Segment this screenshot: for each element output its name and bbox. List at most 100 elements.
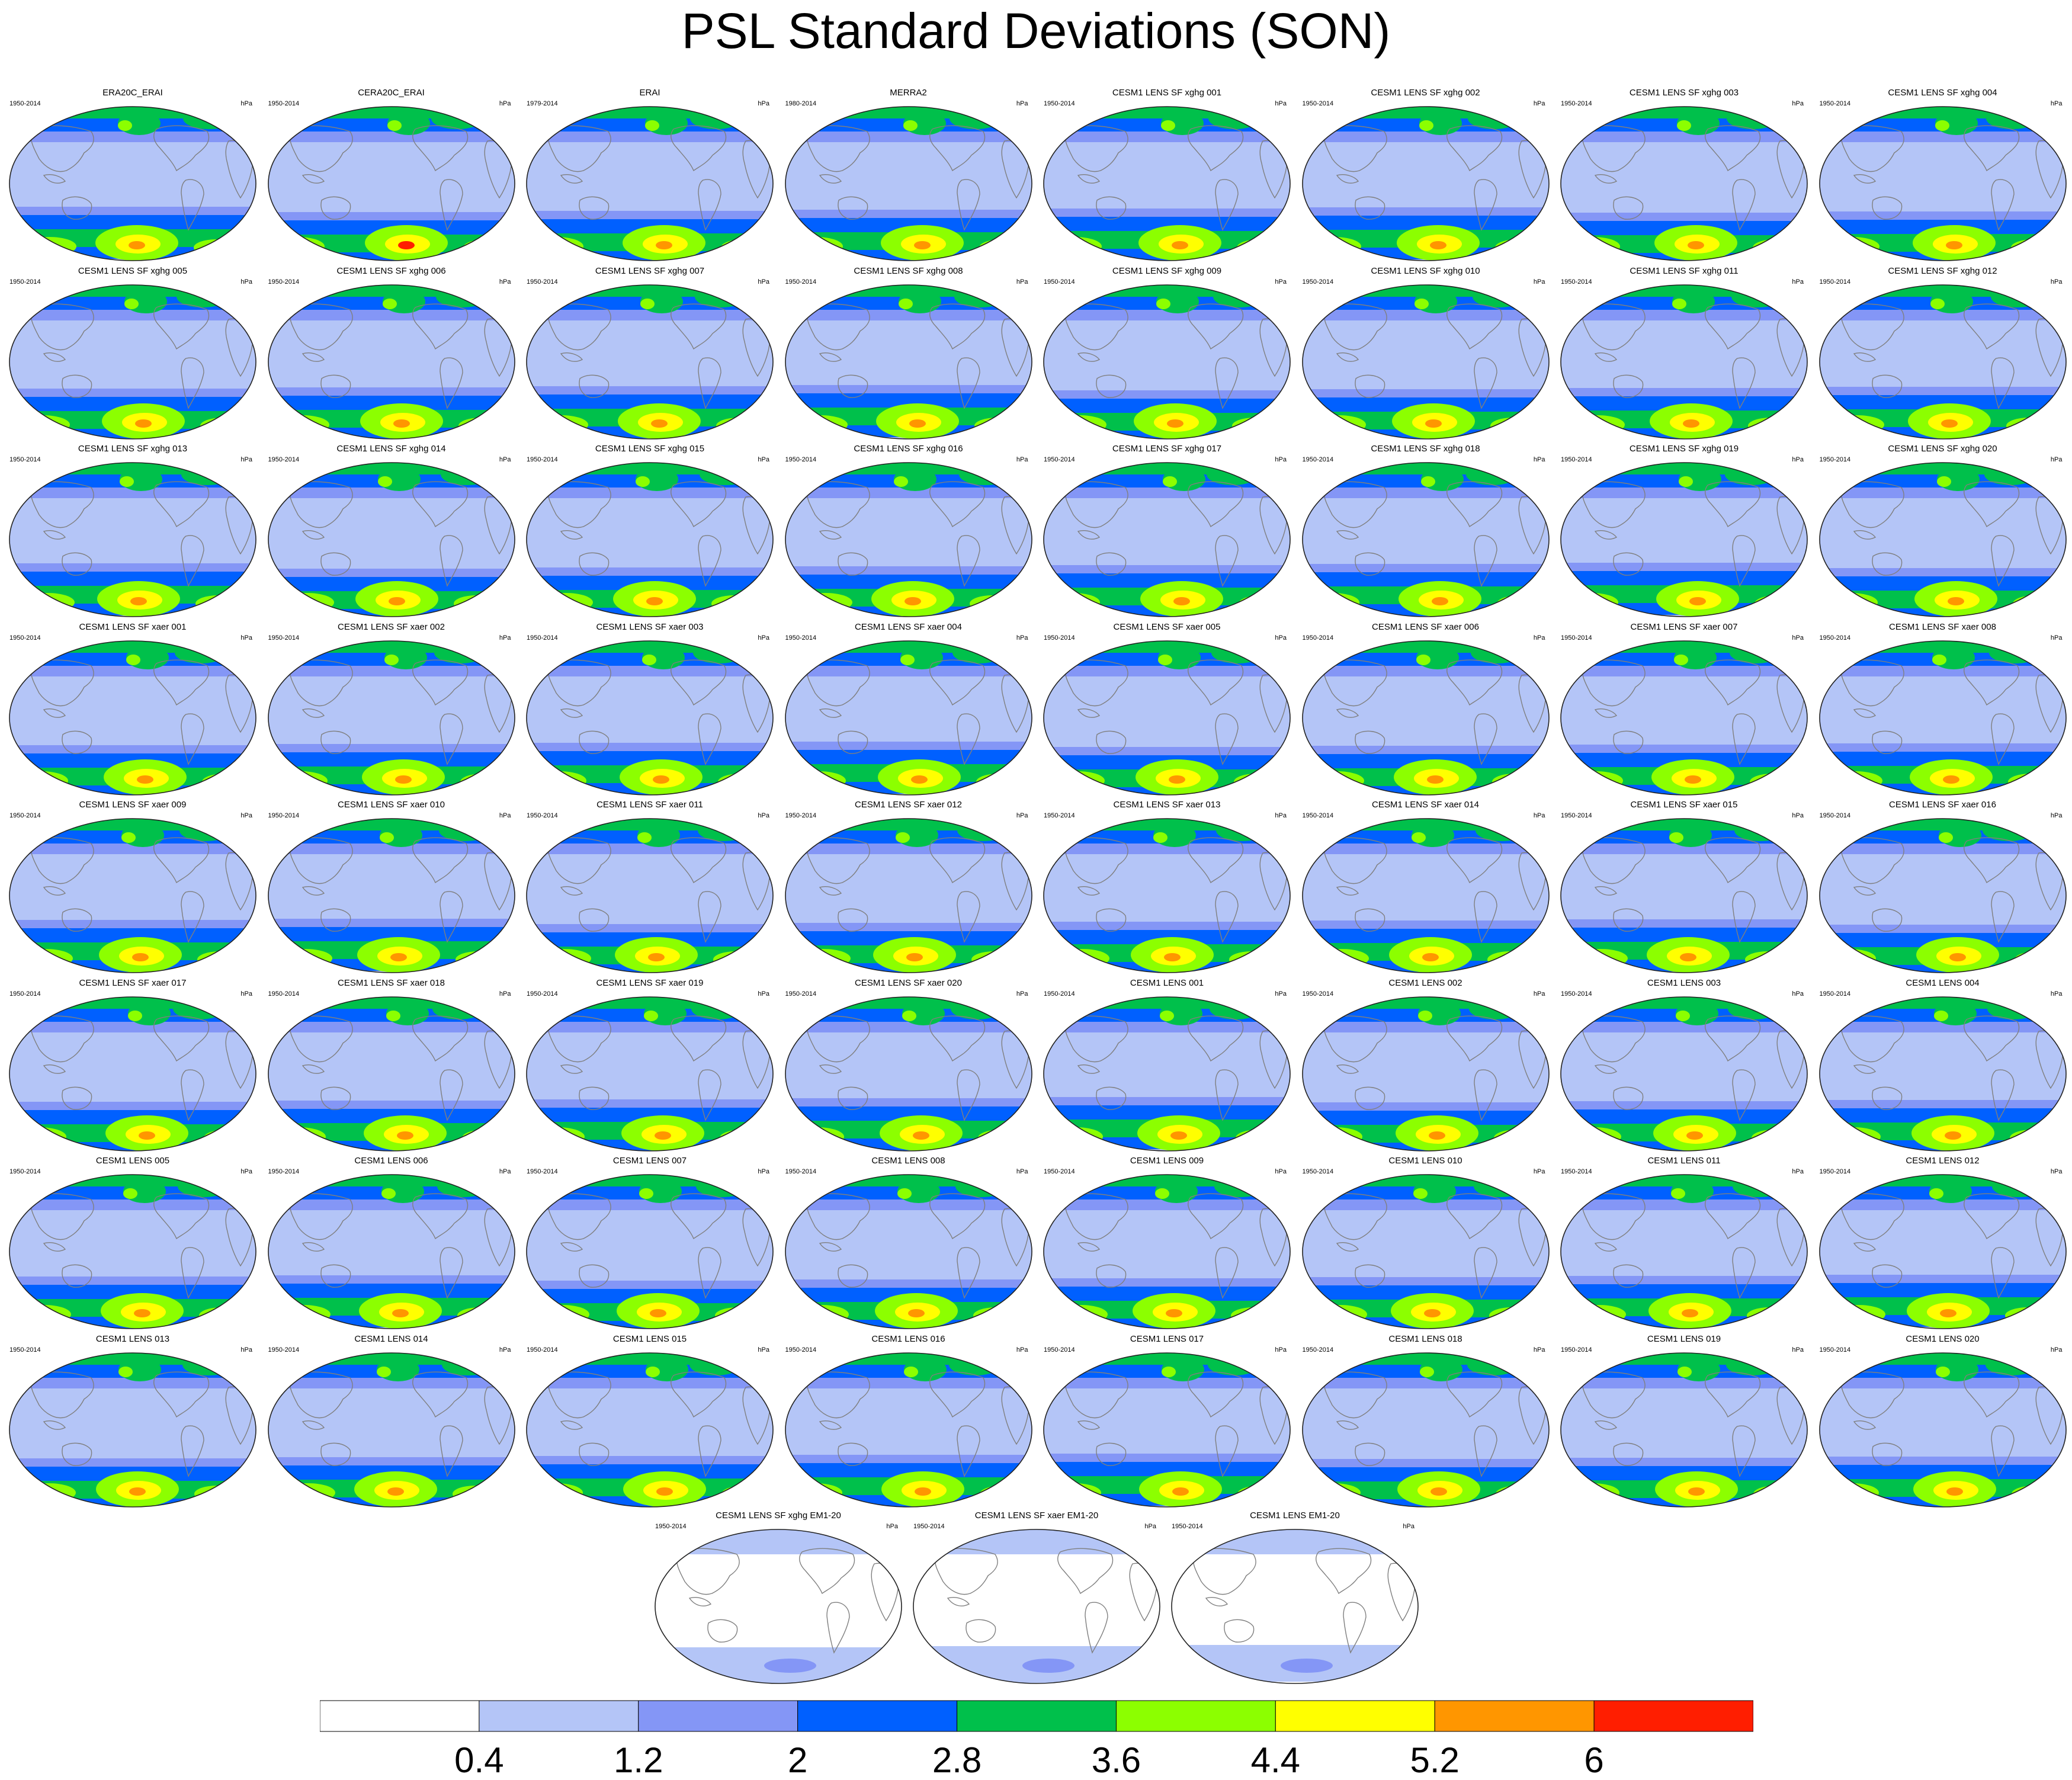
panel-title: CESM1 LENS SF xaer 003 [596,621,704,632]
map-border [267,1352,515,1508]
southern-ocean-peak [1428,1131,1445,1140]
panel-title: CESM1 LENS SF xghg 018 [1371,444,1480,454]
coastline [1594,886,1618,896]
south-indian-center [976,773,1021,790]
panel-title: CESM1 LENS 019 [1647,1333,1721,1344]
southern-ocean-peak [904,597,921,605]
southern-ocean-peak [1944,1131,1961,1140]
coastline [929,1371,985,1417]
world-map [1301,106,1550,261]
coastline [153,1371,210,1417]
panel-years: 1950-2014 [268,990,300,998]
map-panel: CESM1 LENS SF xghg 001 1950-2014 hPa [1038,88,1296,265]
southern-ocean-peak [397,241,415,249]
map-panel: CESM1 LENS SF xghg EM1-20 1950-2014 hPa [649,1510,907,1688]
coastline [1446,837,1502,884]
map-panel: CESM1 LENS SF xghg 014 1950-2014 hPa [262,444,521,621]
panel-years: 1950-2014 [1044,278,1075,286]
coastline [320,374,351,398]
southern-ocean-peak [909,419,926,428]
coastline [560,886,583,896]
southern-ocean-peak [1945,241,1962,249]
south-indian-center [1753,239,1798,256]
north-atlantic-center [1991,1176,2044,1197]
panel-years: 1950-2014 [9,278,41,286]
north-atlantic-center [1734,820,1786,841]
coastline [289,1015,353,1062]
world-map [526,640,774,796]
south-atlantic-center [788,237,843,256]
coastline [560,174,583,184]
north-pacific-core [1158,654,1172,665]
panel-units: hPa [240,100,252,107]
world-map [526,1352,774,1508]
coastline [1057,1548,1114,1595]
world-map [9,462,256,617]
colorbar-tick-label: 2.8 [932,1740,982,1780]
panel-years: 1950-2014 [1302,100,1334,107]
coastline [1853,174,1876,184]
south-atlantic-center [1045,593,1100,612]
north-pacific-core [644,1010,658,1021]
north-atlantic-center [1216,820,1268,841]
map-panel: CESM1 LENS SF xaer 003 1950-2014 hPa [521,622,779,800]
north-pacific-core [1672,298,1686,309]
coastline [1732,357,1756,409]
coastline [1215,535,1239,587]
north-pacific-core [124,298,139,309]
coastline [1064,481,1128,528]
north-pacific-core [645,120,659,131]
world-map [1560,1174,1808,1329]
coastline [1990,1247,2015,1299]
coastline [1077,1242,1101,1252]
panel-units: hPa [1792,100,1804,107]
panel-years: 1950-2014 [785,1346,817,1354]
coastline [62,1264,92,1288]
coastline [837,1442,868,1466]
coastline [1323,125,1387,172]
world-map [1818,284,2067,440]
north-atlantic-center [958,464,1011,485]
coastline [929,303,985,349]
panel-title: CESM1 LENS SF xaer EM1-20 [974,1510,1099,1521]
coastline [698,179,721,231]
map-border [1043,284,1291,440]
coastline [1871,908,1902,932]
southern-ocean-peak [132,953,149,961]
coastline [412,1193,468,1240]
southern-ocean-peak [914,1487,931,1496]
south-atlantic-center [787,1483,842,1502]
panel-years: 1950-2014 [527,278,558,286]
coastline [1215,713,1239,765]
north-pacific-core [1420,476,1435,487]
southern-ocean-peak [656,241,672,249]
arctic-band [1172,1529,1418,1554]
coastline [929,481,985,528]
north-pacific-core [121,832,136,843]
coastline [412,1371,468,1417]
map-panel: CESM1 LENS SF xaer 015 1950-2014 hPa [1555,800,1813,977]
coastline [1354,196,1385,220]
panel-years: 1950-2014 [1044,1168,1075,1175]
southern-ocean-peak [1164,953,1181,961]
north-atlantic-center [1733,1176,1785,1197]
south-atlantic-center [12,1127,66,1146]
coastline [579,908,610,932]
coastline [1963,837,2019,884]
map-border [784,1352,1032,1508]
coastline [1446,659,1502,705]
north-pacific-core [640,298,655,309]
south-atlantic-center [18,949,73,968]
coastline [1705,481,1761,528]
panel-title: MERRA2 [890,88,927,98]
panel-years: 1950-2014 [1302,1168,1334,1175]
panel-title: CESM1 LENS SF xghg EM1-20 [716,1510,841,1521]
coastline [1840,303,1904,350]
map-border [784,284,1032,440]
coastline [1594,174,1618,184]
coastline [698,891,721,943]
world-map [9,640,256,796]
coastline [819,886,842,896]
panel-title: CESM1 LENS SF xghg 008 [854,265,963,276]
panel-title: CESM1 LENS SF xghg 005 [78,265,188,276]
